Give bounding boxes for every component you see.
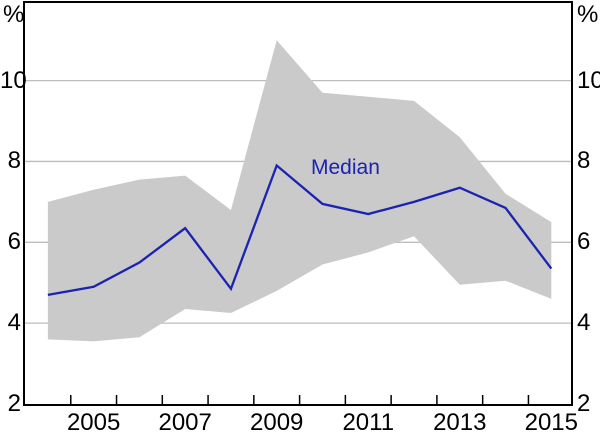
y-tick-label-right: 10 [577,66,600,94]
x-tick-label: 2013 [433,409,487,435]
x-tick-label: 2011 [342,409,395,435]
y-tick-label-right: 4 [577,309,591,337]
y-tick-label-left: 2 [7,390,21,417]
y-tick-label-right: 2 [577,390,591,417]
x-tick-label: 2007 [158,409,212,435]
plot-area [23,1,573,406]
x-tick-label: 2005 [66,409,121,435]
median-series-label: Median [311,156,380,179]
x-axis-ticks [70,395,530,404]
x-tick-label: 2009 [250,409,304,435]
y-axis-unit-right: % [577,1,599,28]
median-line [47,163,553,296]
y-tick-label-left: 6 [7,228,21,256]
y-tick-label-right: 8 [577,147,591,175]
x-tick-label: 2015 [524,409,578,435]
y-tick-label-left: 10 [0,66,27,94]
y-axis-unit-left: % [3,1,25,28]
range-band [47,40,552,342]
y-tick-label-left: 8 [7,147,21,175]
y-tick-label-right: 6 [577,228,591,256]
y-tick-label-left: 4 [7,309,21,337]
chart-canvas [25,40,571,404]
